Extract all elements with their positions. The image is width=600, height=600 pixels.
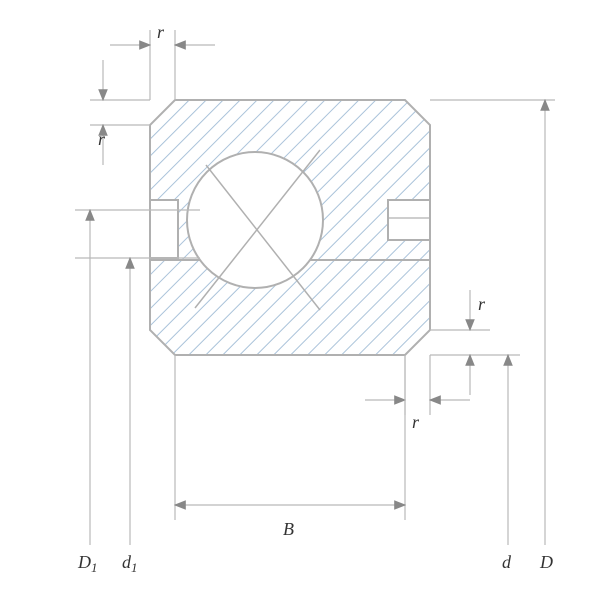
cross-section [150,100,430,355]
label-r-br2: r [412,412,420,432]
label-r-br: r [478,294,486,314]
label-r-tl2: r [157,22,165,42]
label-B: B [283,519,294,539]
label-d: d [502,552,512,572]
label-r-tl: r [98,129,106,149]
label-D1: D1 [77,552,98,575]
label-D: D [539,552,553,572]
bearing-diagram: r r r r B D1 d1 d D [0,0,600,600]
label-d1: d1 [122,552,138,575]
